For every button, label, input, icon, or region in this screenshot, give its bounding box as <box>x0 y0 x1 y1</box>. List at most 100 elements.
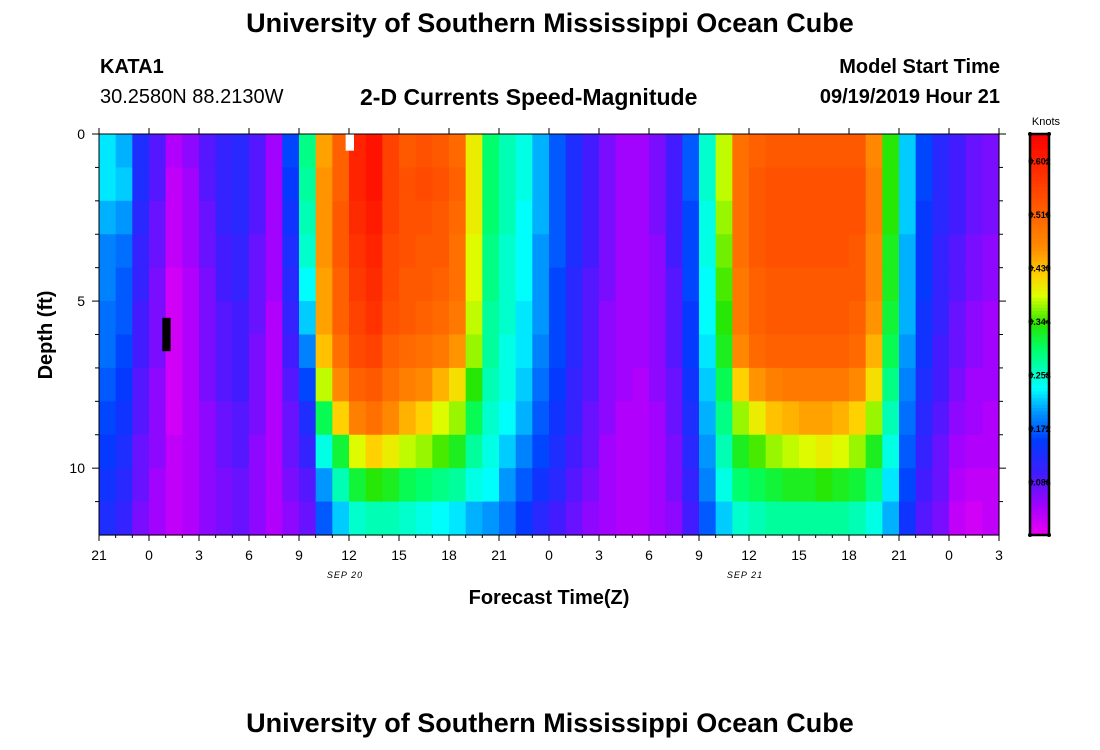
heatmap-cell <box>499 468 517 503</box>
colorbar-swatch <box>1030 341 1049 346</box>
heatmap-cell <box>115 267 133 302</box>
heatmap-cell <box>682 134 700 169</box>
heatmap-cell <box>282 401 300 436</box>
heatmap-cell <box>682 167 700 202</box>
heatmap-cell <box>849 434 867 469</box>
heatmap-cell <box>832 334 850 369</box>
heatmap-cell <box>582 134 600 169</box>
heatmap-cell <box>282 234 300 269</box>
heatmap-cell <box>565 134 583 169</box>
heatmap-cell <box>649 200 667 235</box>
colorbar-swatch <box>1030 404 1049 409</box>
x-tick-label: 0 <box>945 547 953 563</box>
heatmap-cell <box>715 200 733 235</box>
heatmap-cell <box>299 200 317 235</box>
heatmap-cell <box>665 501 683 536</box>
heatmap-cell <box>849 334 867 369</box>
heatmap-cell <box>832 468 850 503</box>
heatmap-cell <box>832 434 850 469</box>
heatmap-cell <box>499 434 517 469</box>
heatmap-cell <box>815 301 833 336</box>
heatmap-cell <box>165 134 183 169</box>
heatmap-cell <box>665 301 683 336</box>
heatmap-cell <box>265 334 283 369</box>
heatmap-cell <box>565 234 583 269</box>
heatmap-cell <box>99 134 117 169</box>
heatmap-cell <box>449 367 467 402</box>
heatmap-cell <box>449 468 467 503</box>
heatmap-cell <box>365 301 383 336</box>
heatmap-cell <box>115 134 133 169</box>
heatmap-cell <box>132 434 150 469</box>
heatmap-cell <box>282 367 300 402</box>
heatmap-cell <box>349 367 367 402</box>
colorbar-swatch <box>1030 484 1049 489</box>
heatmap-cell <box>232 267 250 302</box>
heatmap-cell <box>832 301 850 336</box>
colorbar-corner <box>1028 132 1032 136</box>
heatmap-cell <box>582 200 600 235</box>
heatmap-cell <box>482 234 500 269</box>
heatmap-cell <box>249 234 267 269</box>
heatmap-cell <box>632 501 650 536</box>
heatmap-cell <box>615 200 633 235</box>
colorbar-swatch <box>1030 501 1049 506</box>
heatmap-cell <box>199 501 217 536</box>
heatmap-cell <box>649 234 667 269</box>
heatmap-cell <box>415 234 433 269</box>
heatmap-cells <box>99 134 1000 536</box>
heatmap-cell <box>232 301 250 336</box>
heatmap-cell <box>932 267 950 302</box>
heatmap-cell <box>249 267 267 302</box>
heatmap-cell <box>499 367 517 402</box>
heatmap-cell <box>199 301 217 336</box>
heatmap-cell <box>599 200 617 235</box>
colorbar-swatch <box>1030 220 1049 225</box>
heatmap-cell <box>232 334 250 369</box>
heatmap-cell <box>649 434 667 469</box>
heatmap-cell <box>915 401 933 436</box>
heatmap-cell <box>582 501 600 536</box>
heatmap-cell <box>615 334 633 369</box>
heatmap-cell <box>715 301 733 336</box>
heatmap-cell <box>132 134 150 169</box>
colorbar-swatch <box>1030 314 1049 319</box>
heatmap-cell <box>532 234 550 269</box>
heatmap-cell <box>182 301 200 336</box>
heatmap-cell <box>482 134 500 169</box>
heatmap-cell <box>532 334 550 369</box>
y-tick-label: 0 <box>77 126 85 142</box>
heatmap-cell <box>849 401 867 436</box>
heatmap-cell <box>699 367 717 402</box>
colorbar-tick-label: 0.086 <box>1028 478 1051 488</box>
x-tick-label: 9 <box>695 547 703 563</box>
heatmap-cell <box>449 434 467 469</box>
colorbar-swatch <box>1030 184 1049 189</box>
heatmap-cell <box>899 401 917 436</box>
heatmap-cell <box>582 267 600 302</box>
heatmap-cell <box>315 468 333 503</box>
heatmap-cell <box>115 334 133 369</box>
heatmap-cell <box>582 434 600 469</box>
heatmap-cell <box>949 434 967 469</box>
heatmap-cell <box>749 401 767 436</box>
colorbar-swatch <box>1030 297 1049 302</box>
colorbar-swatch <box>1030 224 1049 229</box>
heatmap-cell <box>332 334 350 369</box>
heatmap-cell <box>499 301 517 336</box>
colorbar-tick-label: 0.258 <box>1028 371 1051 381</box>
heatmap-cell <box>632 167 650 202</box>
heatmap-cell <box>315 334 333 369</box>
heatmap-cell <box>699 401 717 436</box>
heatmap-cell <box>615 401 633 436</box>
heatmap-cell <box>99 367 117 402</box>
colorbar-swatch <box>1030 250 1049 255</box>
heatmap-cell <box>399 167 417 202</box>
heatmap-cell <box>482 367 500 402</box>
x-tick-label: 3 <box>195 547 203 563</box>
heatmap-cell <box>199 167 217 202</box>
heatmap-cell <box>382 301 400 336</box>
heatmap-cell <box>915 334 933 369</box>
heatmap-cell <box>499 501 517 536</box>
heatmap-cell <box>632 301 650 336</box>
